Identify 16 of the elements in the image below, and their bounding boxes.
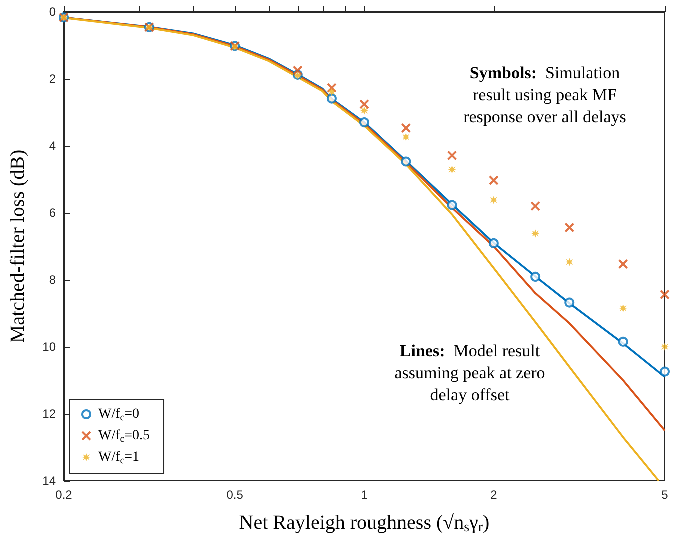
y-tick-label: 8	[49, 273, 56, 287]
y-tick-label: 0	[49, 5, 56, 19]
x-tick-label: 2	[490, 488, 498, 502]
x-tick-label: 0.2	[56, 488, 73, 502]
x-tick-label: 1	[361, 488, 368, 502]
x-tick-label: 0.5	[226, 488, 244, 502]
annotation: Lines: Model result assuming peak at zero delay offset	[394, 342, 546, 404]
annotation: Symbols: Simulation result using peak MF response over all delays	[464, 64, 626, 126]
y-tick-label: 2	[49, 72, 56, 86]
y-tick-label: 14	[42, 474, 56, 488]
y-tick-label: 4	[49, 139, 56, 153]
y-tick-label: 12	[42, 407, 56, 421]
y-tick-label: 10	[42, 340, 56, 354]
y-tick-label: 6	[49, 206, 56, 220]
y-axis-title: Matched-filter loss (dB)	[7, 150, 29, 344]
x-tick-label: 5	[662, 488, 669, 502]
